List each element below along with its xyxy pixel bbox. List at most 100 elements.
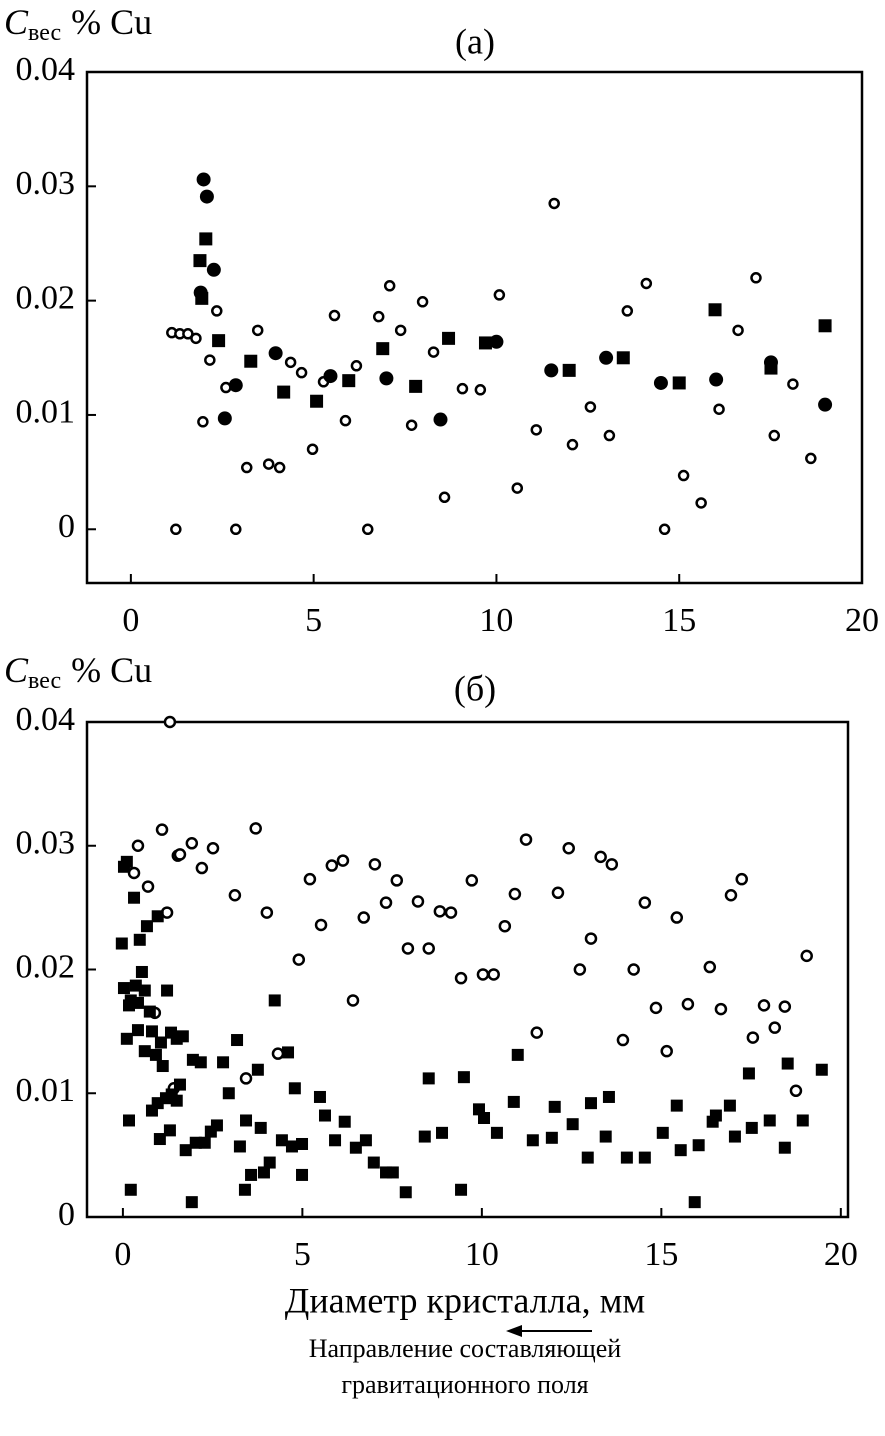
point <box>140 920 153 933</box>
point <box>285 1140 298 1153</box>
point <box>318 1109 331 1122</box>
point <box>268 346 283 361</box>
point <box>179 1144 192 1157</box>
point <box>296 1168 309 1181</box>
point <box>367 1156 380 1169</box>
point <box>616 1033 630 1047</box>
point <box>670 911 684 924</box>
point <box>815 1063 828 1076</box>
point <box>217 411 232 426</box>
point <box>194 1056 207 1069</box>
point <box>530 424 543 436</box>
point <box>329 1134 342 1147</box>
point <box>653 375 668 390</box>
point <box>295 366 308 379</box>
point <box>262 458 275 470</box>
y-tick-label: 0.02 <box>16 948 76 985</box>
point <box>211 305 223 317</box>
point <box>800 949 813 963</box>
point <box>141 880 155 893</box>
point <box>405 419 418 431</box>
point <box>313 1090 326 1103</box>
y-label-sub: вес <box>28 20 61 46</box>
point <box>714 1002 728 1016</box>
point <box>709 1109 722 1122</box>
point <box>342 374 356 388</box>
arrow-head <box>506 1325 522 1337</box>
point <box>787 378 799 390</box>
point <box>339 414 352 427</box>
point <box>138 1045 151 1058</box>
point <box>303 872 317 886</box>
point <box>427 346 440 358</box>
point <box>489 334 504 349</box>
point <box>507 1095 520 1108</box>
point <box>409 379 423 393</box>
point <box>257 1166 270 1179</box>
point <box>478 336 492 350</box>
point <box>621 305 634 317</box>
y-label-unit: % Cu <box>71 2 152 42</box>
point <box>288 1082 301 1095</box>
point <box>138 984 151 997</box>
point <box>336 854 350 867</box>
point <box>660 1044 673 1058</box>
point <box>526 1134 539 1147</box>
point <box>275 1134 288 1147</box>
point <box>433 412 448 427</box>
point <box>573 963 587 976</box>
point <box>742 1067 755 1080</box>
point <box>594 850 607 864</box>
point <box>239 1072 253 1085</box>
point <box>151 910 164 923</box>
point <box>284 356 297 369</box>
point <box>386 1166 399 1179</box>
point <box>474 384 487 396</box>
point <box>357 911 371 924</box>
point <box>173 848 187 861</box>
point <box>154 1036 167 1049</box>
y-tick-label: 0.03 <box>16 165 76 202</box>
point <box>153 1133 166 1146</box>
point <box>746 1031 760 1044</box>
y-tick-label: 0.04 <box>16 51 76 88</box>
point <box>328 309 341 322</box>
point <box>566 1118 579 1131</box>
point <box>260 906 274 919</box>
point <box>323 369 338 384</box>
point <box>362 523 374 536</box>
point <box>210 1119 223 1132</box>
point <box>206 262 221 277</box>
point <box>498 919 512 933</box>
point <box>135 965 148 978</box>
point <box>124 1183 137 1196</box>
x-tick-label: 20 <box>845 602 879 639</box>
point <box>238 1183 251 1196</box>
point <box>273 461 286 474</box>
point <box>240 1114 253 1127</box>
point <box>768 1021 782 1034</box>
annotation: гравитационного поля <box>341 1370 588 1399</box>
point <box>649 1001 663 1015</box>
point <box>735 872 748 886</box>
x-tick-label: 5 <box>294 1236 311 1273</box>
point <box>418 1130 431 1143</box>
point <box>805 452 817 465</box>
point <box>763 1114 776 1127</box>
point <box>195 861 209 875</box>
point <box>204 354 216 366</box>
point <box>695 497 707 509</box>
point <box>251 1063 264 1076</box>
point <box>122 1114 135 1127</box>
point <box>182 328 194 340</box>
point <box>745 1121 758 1134</box>
point <box>688 1196 701 1209</box>
point <box>282 1046 295 1059</box>
point <box>359 1134 372 1147</box>
point <box>244 354 258 368</box>
point <box>818 319 832 333</box>
point <box>228 378 243 393</box>
y-label-main: C <box>4 2 29 42</box>
x-tick-label: 10 <box>479 602 513 639</box>
